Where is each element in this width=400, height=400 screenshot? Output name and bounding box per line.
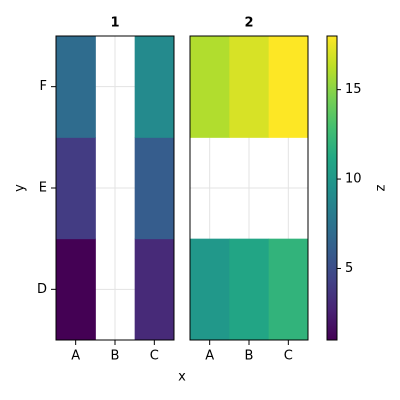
heatmap-cell <box>134 36 175 138</box>
heatmap-cell <box>134 137 175 240</box>
heatmap-cell <box>268 36 309 138</box>
y-tick-label: D <box>37 282 47 297</box>
x-tick-label: C <box>150 349 159 364</box>
colorbar <box>326 35 338 341</box>
panel-frame <box>189 35 309 341</box>
x-tick-label: C <box>284 349 293 364</box>
x-tick-label: A <box>205 349 214 364</box>
x-tick-label: A <box>71 349 80 364</box>
panel-title: 2 <box>244 16 253 31</box>
heatmap-cell <box>134 238 175 341</box>
colorbar-tick-label: 15 <box>345 82 362 97</box>
colorbar-tick-label: 5 <box>345 261 353 276</box>
y-tick-label: F <box>40 79 47 94</box>
heatmap-cell <box>56 137 96 240</box>
heatmap-cell <box>56 238 96 341</box>
colorbar-label: z <box>374 184 389 191</box>
panel-title: 1 <box>110 16 119 31</box>
heatmap-cell <box>229 238 270 341</box>
heatmap-cell <box>229 36 270 138</box>
y-tick-label: E <box>39 181 47 196</box>
x-axis-label: x <box>178 370 186 385</box>
colorbar-tick-label: 10 <box>345 172 362 187</box>
heatmap-cell <box>56 36 96 138</box>
heatmap-cell <box>190 238 230 341</box>
heatmap-cell <box>268 238 309 341</box>
heatmap-cell <box>190 36 230 138</box>
x-tick-label: B <box>111 349 120 364</box>
x-tick-label: B <box>245 349 254 364</box>
panel-frame <box>55 35 175 341</box>
y-axis-label: y <box>13 184 28 192</box>
